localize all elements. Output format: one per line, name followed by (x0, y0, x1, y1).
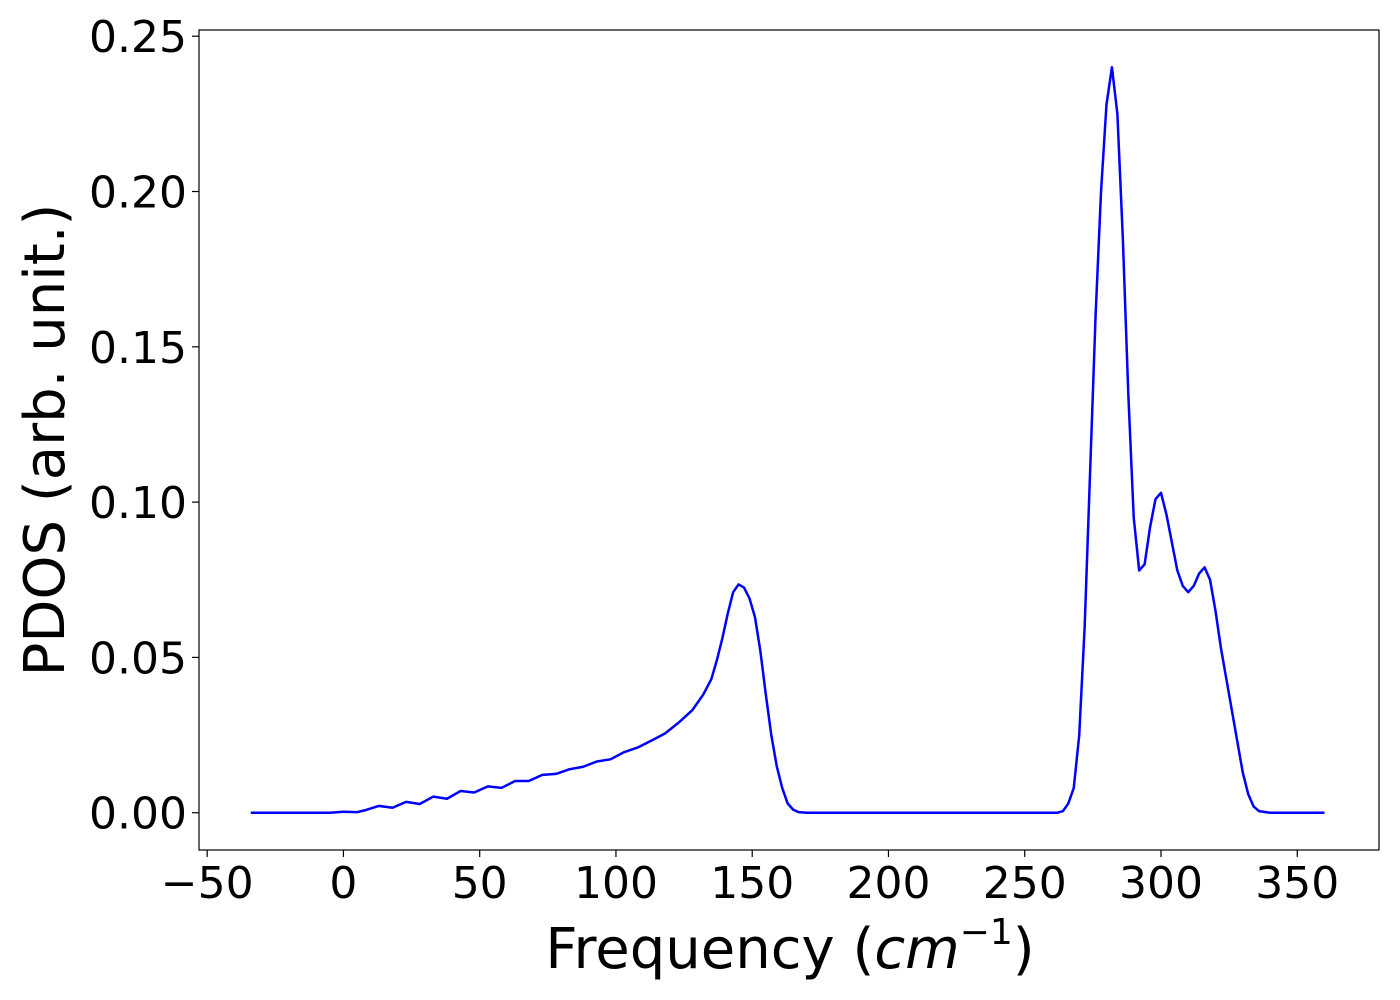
y-tick-label: 0.15 (89, 323, 187, 374)
x-tick-label: 200 (846, 858, 930, 909)
plot-area (250, 66, 1325, 814)
x-tick-label: 50 (452, 858, 508, 909)
y-tick-label: 0.25 (89, 12, 187, 63)
y-tick-label: 0.10 (89, 478, 187, 529)
x-tick-label: 300 (1119, 858, 1203, 909)
pdos-series-line (250, 66, 1325, 814)
x-tick-label: 250 (983, 858, 1067, 909)
x-tick-label: 100 (574, 858, 658, 909)
x-tick-label: −50 (161, 858, 254, 909)
y-axis-ticks: 0.00 0.05 0.10 0.15 0.20 0.25 (89, 12, 199, 840)
x-axis-ticks: −50 0 50 100 150 200 250 300 350 (161, 850, 1339, 909)
x-tick-label: 0 (329, 858, 357, 909)
axes-frame (198, 29, 1380, 851)
x-axis-label: Frequency (cm−1) (545, 912, 1034, 982)
y-tick-label: 0.00 (89, 789, 187, 840)
y-axis-label: PDOS (arb. unit.) (13, 204, 78, 677)
y-tick-label: 0.05 (89, 633, 187, 684)
x-tick-label: 150 (710, 858, 794, 909)
y-tick-label: 0.20 (89, 168, 187, 219)
x-tick-label: 350 (1255, 858, 1339, 909)
